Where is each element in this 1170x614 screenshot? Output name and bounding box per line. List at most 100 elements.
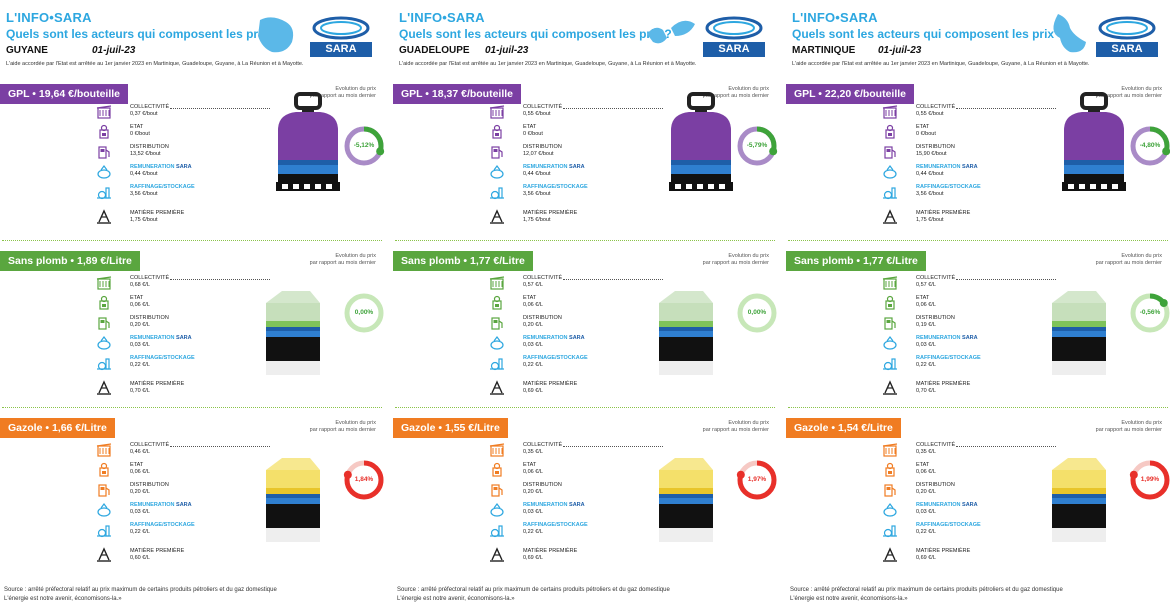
row-distribution-value: 12,07 €/bout: [523, 151, 554, 157]
row-distribution-label-part: DISTRIBUTION: [523, 482, 562, 488]
connector-line: [956, 446, 1056, 447]
refinery-icon: [489, 522, 505, 538]
row-raffinage-value: 0,22 €/L: [130, 362, 150, 368]
row-distribution-label: DISTRIBUTION: [916, 315, 955, 322]
refinery-icon-svg: [490, 358, 504, 371]
row-matiere-label: MATIÈRE PREMIÈRE: [130, 381, 184, 388]
row-etat-label-part: ETAT: [916, 124, 930, 130]
refinery-icon-svg: [97, 358, 111, 371]
refinery-icon: [489, 184, 505, 200]
fuel-price-label: Sans plomb • 1,89 €/Litre: [0, 251, 140, 271]
row-matiere-value: 0,70 €/L: [916, 388, 936, 394]
connector-line: [170, 108, 270, 109]
evolution-ring-svg: [736, 460, 777, 500]
oil-derrick-icon-svg: [883, 209, 897, 224]
storage-icon: [882, 335, 898, 351]
row-raffinage-label-part: RAFFINAGE/STOCKAGE: [130, 355, 195, 361]
logo-ring-inner: [320, 21, 362, 35]
row-matiere-label: MATIÈRE PREMIÈRE: [523, 381, 577, 388]
evolution-caption-line: par rapport au mois dernier: [1095, 93, 1162, 99]
section-gpl: GPL • 19,64 €/bouteille Evolution du prix…: [0, 84, 386, 242]
bottle-base-hole: [697, 184, 703, 189]
row-raffinage-label: RAFFINAGE/STOCKAGE: [130, 522, 195, 529]
territory-map: [1053, 14, 1086, 53]
row-matiere-label: MATIÈRE PREMIÈRE: [916, 548, 970, 555]
fuel-price-label: GPL • 22,20 €/bouteille: [786, 84, 915, 104]
jerrycan-sp-layer-distribution: [659, 321, 713, 327]
row-remuneration-value: 0,03 €/L: [916, 342, 936, 348]
row-raffinage-label: RAFFINAGE/STOCKAGE: [130, 355, 195, 362]
territory-shape: [647, 20, 695, 44]
fuel-price-label: Gazole • 1,66 €/Litre: [0, 418, 115, 438]
row-matiere-label-part: MATIÈRE PREMIÈRE: [130, 210, 185, 216]
building-icon: [489, 104, 505, 120]
oil-derrick-icon-svg: [97, 547, 111, 562]
bottle-base-hole: [708, 184, 714, 189]
state-aid-note: L'aide accordée par l'Etat est arrêtée a…: [6, 61, 304, 67]
row-remuneration-label-part: SARA: [569, 502, 585, 508]
jerrycan-gazole-layer-sara: [266, 494, 320, 498]
bottle-base-hole: [282, 184, 288, 189]
row-etat-value: 0 €/bout: [916, 131, 936, 137]
building-icon: [882, 275, 898, 291]
bottle-base-hole: [1079, 184, 1085, 189]
row-etat-label-part: ETAT: [523, 462, 537, 468]
row-distribution-label-part: DISTRIBUTION: [523, 315, 562, 321]
evolution-ring-value: 1,99%: [1140, 476, 1160, 483]
jerrycan-sp-layer-distribution: [266, 321, 320, 327]
row-remuneration-label-part: REMUNERATION: [916, 335, 963, 341]
row-distribution-label: DISTRIBUTION: [130, 315, 169, 322]
gas-bottle: [669, 92, 733, 191]
evolution-ring-track: [737, 293, 777, 333]
oil-derrick-icon-svg: [490, 209, 504, 224]
storage-icon-svg: [883, 336, 897, 350]
evolution-ring-arrowhead: [736, 470, 745, 479]
state-icon-svg: [492, 124, 502, 139]
row-etat-label-part: ETAT: [523, 295, 537, 301]
fuel-price-label: GPL • 18,37 €/bouteille: [393, 84, 522, 104]
sara-logo: SARA: [310, 12, 372, 58]
row-matiere-label: MATIÈRE PREMIÈRE: [523, 210, 577, 217]
evolution-ring-arrowhead: [769, 147, 778, 156]
fuel-price-label: Sans plomb • 1,77 €/Litre: [393, 251, 533, 271]
evolution-caption-line: par rapport au mois dernier: [1095, 260, 1162, 266]
row-matiere-value: 0,60 €/L: [130, 555, 150, 561]
row-remuneration-value: 0,03 €/L: [130, 342, 150, 348]
state-icon: [489, 462, 505, 478]
bottle-handle: [1080, 92, 1108, 110]
jerrycan-gazole-layer-matiere: [659, 504, 713, 528]
evolution-ring-value: -5,79%: [746, 142, 768, 149]
evolution-caption-line: Evolution du prix: [1121, 86, 1162, 92]
pump-icon-svg: [884, 317, 896, 330]
row-matiere-label: MATIÈRE PREMIÈRE: [130, 548, 184, 555]
row-matiere-label: MATIÈRE PREMIÈRE: [916, 210, 970, 217]
evolution-ring-svg: [1130, 126, 1170, 166]
building-icon-svg: [96, 105, 112, 119]
row-distribution-label-part: DISTRIBUTION: [916, 144, 955, 150]
row-etat-label-part: ETAT: [130, 124, 144, 130]
row-distribution-label-part: DISTRIBUTION: [130, 482, 169, 488]
oil-derrick-icon: [96, 208, 112, 224]
storage-icon-svg: [490, 503, 504, 517]
jerrycan-sp-layer-collectivite: [1052, 303, 1106, 321]
brand-title: L'INFO•SARA: [399, 10, 485, 25]
evolution-caption-line: Evolution du prix: [1121, 420, 1162, 426]
date: 01-juil-23: [485, 45, 529, 56]
bottle-base-hole: [304, 184, 310, 189]
row-distribution-label-part: DISTRIBUTION: [130, 315, 169, 321]
building-icon-svg: [489, 443, 505, 457]
evolution-ring-value: 0,00%: [747, 309, 767, 316]
row-remuneration-label: REMUNERATION SARA: [916, 502, 978, 509]
oil-derrick-icon-svg: [490, 547, 504, 562]
row-raffinage-value: 3,56 €/bout: [523, 191, 551, 197]
storage-icon-svg: [97, 503, 111, 517]
row-distribution-value: 13,52 €/bout: [130, 151, 161, 157]
evolution-caption-line: par rapport au mois dernier: [1095, 427, 1162, 433]
gas-bottle: [276, 92, 340, 191]
bottle-base-hole: [1090, 184, 1096, 189]
bottle-layer-raffinage: [1064, 165, 1124, 174]
oil-derrick-icon-svg: [883, 380, 897, 395]
jerrycan-gazole-cap: [1052, 458, 1106, 470]
evolution-caption-line: Evolution du prix: [335, 86, 376, 92]
fuel-price-label: Gazole • 1,55 €/Litre: [393, 418, 508, 438]
